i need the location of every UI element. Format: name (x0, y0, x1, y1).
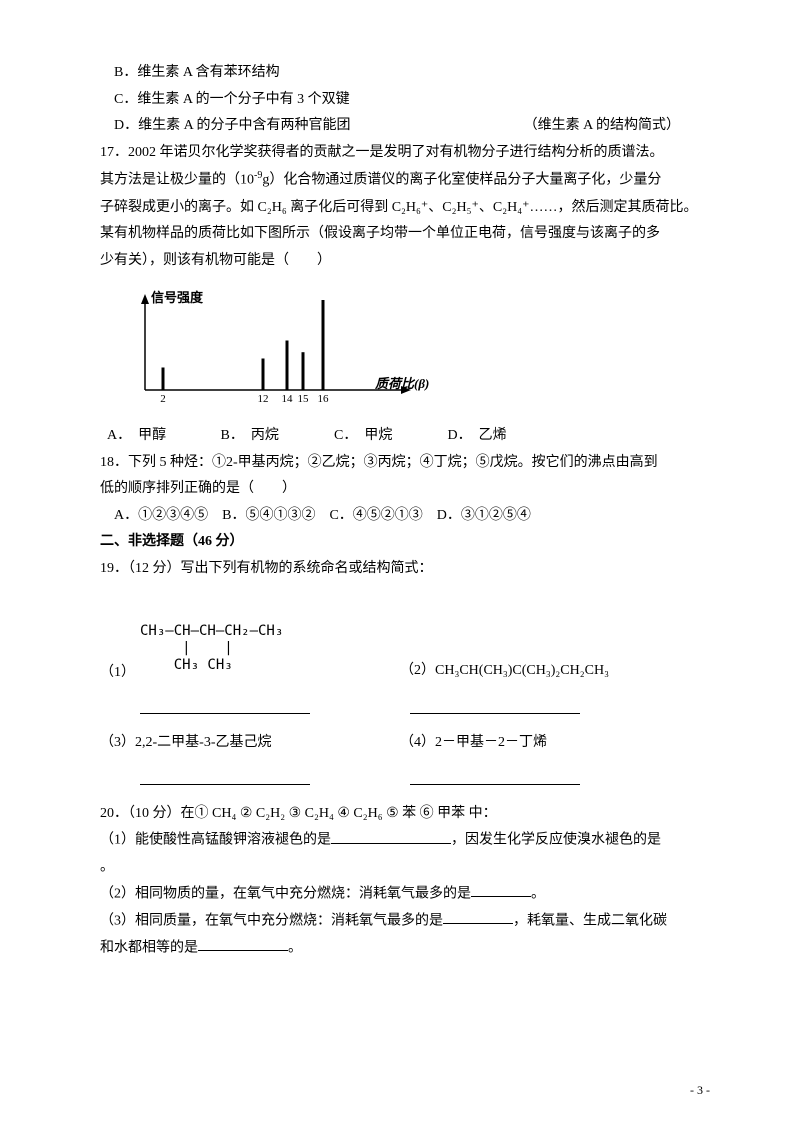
blank-line (140, 696, 310, 714)
mass-spectrum-chart: 信号强度质荷比(β) 2 12 14 15 16 (110, 280, 710, 421)
q20-head: 20．（10 分）在① CH₄ ② C₂H₂ ③ C₂H₄ ④ C₂H₆ ⑤ 苯… (100, 801, 710, 828)
q18-p1: 18．下列 5 种烃：①2-甲基丙烷；②乙烷；③丙烷；④丁烷；⑤戊烷。按它们的沸… (100, 450, 710, 477)
q17-p2-a: 其方法是让极少量的（10 (100, 173, 254, 188)
q20-s1-period: 。 (100, 860, 114, 875)
q19-head: 19．（12 分）写出下列有机物的系统命名或结构简式： (100, 556, 710, 583)
q20-s3-l2: 和水都相等的是 。 (100, 935, 710, 962)
option-d-note: （维生素 A 的结构简式） (524, 113, 710, 140)
q20-s3-end: 。 (288, 940, 302, 955)
page-footer: - 3 - (690, 1079, 710, 1102)
q19-s1-l3: CH₃ CH₃ (140, 657, 233, 673)
blank-line (410, 767, 580, 785)
q20-s3-c: 和水都相等的是 (100, 940, 198, 955)
q18-opts: A．①②③④⑤ B．⑤④①③② C．④⑤②①③ D．③①②⑤④ (100, 503, 710, 530)
svg-text:质荷比(β): 质荷比(β) (374, 376, 429, 391)
q20-s3-b: ，耗氧量、生成二氧化碳 (513, 913, 667, 928)
svg-text:信号强度: 信号强度 (151, 290, 204, 305)
q17-p2-b: g）化合物通过质谱仪的离子化室使样品分子大量离子化，少量分 (262, 173, 661, 188)
q19-s2-text: （2）CH₃CH(CH₃)C(CH₃)₂CH₂CH₃ (400, 663, 609, 678)
q20-s1: （1）能使酸性高锰酸钾溶液褪色的是 ，因发生化学反应使溴水褪色的是 (100, 827, 710, 854)
option-c: C．维生素 A 的一个分子中有 3 个双键 (100, 87, 710, 114)
q20-s1-end: 。 (100, 854, 710, 881)
q17-options: A． 甲醇 B． 丙烷 C． 甲烷 D． 乙烯 (100, 423, 710, 450)
q17-opt-b: B． 丙烷 (221, 423, 331, 450)
q19-answers-2 (140, 767, 710, 785)
q20-s3-a: （3）相同质量，在氧气中充分燃烧：消耗氧气最多的是 (100, 913, 443, 928)
q17-p3: 子碎裂成更小的离子。如 C₂H₆ 离子化后可得到 C₂H₆⁺、C₂H₅⁺、C₂H… (100, 195, 710, 222)
q19-s1-l2: | | (140, 640, 233, 656)
blank-line (331, 827, 451, 843)
q17-p5: 少有关），则该有机物可能是（ ） (100, 248, 710, 275)
svg-text:15: 15 (298, 393, 310, 405)
q19-row2: （3）2,2-二甲基-3-乙基己烷 （4）2－甲基－2－丁烯 (100, 730, 710, 757)
q20-s2: （2）相同物质的量，在氧气中充分燃烧：消耗氧气最多的是 。 (100, 881, 710, 908)
q18-p2: 低的顺序排列正确的是（ ） (100, 476, 710, 503)
blank-line (140, 767, 310, 785)
q19-row1: CH₃—CH—CH—CH₂—CH₃ | | CH₃ CH₃ （1） （2）CH₃… (100, 597, 710, 687)
page: B．维生素 A 含有苯环结构 C．维生素 A 的一个分子中有 3 个双键 D．维… (0, 0, 800, 1132)
blank-line (198, 935, 288, 951)
q19-s4: （4）2－甲基－2－丁烯 (400, 730, 710, 757)
q20-s2-end: 。 (531, 886, 545, 901)
q17-opt-a: A． 甲醇 (107, 423, 217, 450)
q19-s1-l1: CH₃—CH—CH—CH₂—CH₃ (140, 623, 283, 639)
q19-answers-1 (140, 696, 710, 714)
option-d-row: D．维生素 A 的分子中含有两种官能团 （维生素 A 的结构简式） (100, 113, 710, 140)
q17-p4: 某有机物样品的质荷比如下图所示（假设离子均带一个单位正电荷，信号强度与该离子的多 (100, 221, 710, 248)
q17-opt-d: D． 乙烯 (448, 423, 558, 450)
q19-s3: （3）2,2-二甲基-3-乙基己烷 (100, 730, 400, 757)
q17-p1: 17．2002 年诺贝尔化学奖获得者的贡献之一是发明了对有机物分子进行结构分析的… (100, 140, 710, 167)
q20-s3: （3）相同质量，在氧气中充分燃烧：消耗氧气最多的是 ，耗氧量、生成二氧化碳 (100, 908, 710, 935)
svg-text:16: 16 (318, 393, 330, 405)
section-2-head: 二、非选择题（46 分） (100, 529, 710, 556)
blank-line (410, 696, 580, 714)
q19-s2: （2）CH₃CH(CH₃)C(CH₃)₂CH₂CH₃ (400, 658, 710, 687)
option-b: B．维生素 A 含有苯环结构 (100, 60, 710, 87)
q19-s1: CH₃—CH—CH—CH₂—CH₃ | | CH₃ CH₃ （1） (100, 597, 400, 687)
q20-s1-a: （1）能使酸性高锰酸钾溶液褪色的是 (100, 833, 331, 848)
q20-s1-b: ，因发生化学反应使溴水褪色的是 (451, 833, 661, 848)
blank-line (443, 908, 513, 924)
svg-text:2: 2 (160, 393, 166, 405)
q17-opt-c: C． 甲烷 (334, 423, 444, 450)
option-d: D．维生素 A 的分子中含有两种官能团 (114, 113, 350, 140)
svg-text:14: 14 (282, 393, 294, 405)
q17-p2: 其方法是让极少量的（10-9g）化合物通过质谱仪的离子化室使样品分子大量离子化，… (100, 166, 710, 194)
blank-line (471, 881, 531, 897)
q20-s2-a: （2）相同物质的量，在氧气中充分燃烧：消耗氧气最多的是 (100, 886, 471, 901)
svg-text:12: 12 (258, 393, 269, 405)
